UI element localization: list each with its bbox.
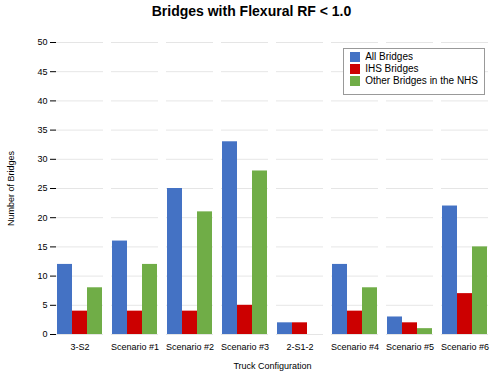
svg-text:Number of Bridges: Number of Bridges (6, 150, 16, 226)
svg-text:40: 40 (37, 96, 47, 106)
html-text:Bridges with Flexural RF < 1.0: Bridges with Flexural RF < 1.0 (151, 3, 352, 19)
svg-text:25: 25 (37, 183, 47, 193)
svg-text:0: 0 (42, 329, 47, 339)
svg-text:50: 50 (37, 37, 47, 47)
svg-text:35: 35 (37, 125, 47, 135)
svg-text:Scenario #2: Scenario #2 (166, 342, 214, 352)
svg-text:Truck Configuration: Truck Configuration (233, 361, 311, 371)
svg-text:Scenario #6: Scenario #6 (441, 342, 489, 352)
svg-text:10: 10 (37, 271, 47, 281)
svg-text:15: 15 (37, 242, 47, 252)
svg-text:3-S2: 3-S2 (70, 342, 89, 352)
svg-text:20: 20 (37, 213, 47, 223)
svg-text:Scenario #4: Scenario #4 (331, 342, 379, 352)
svg-text:45: 45 (37, 67, 47, 77)
svg-text:5: 5 (42, 300, 47, 310)
svg-text:Scenario #1: Scenario #1 (111, 342, 159, 352)
svg-text:Scenario #5: Scenario #5 (386, 342, 434, 352)
svg-text:30: 30 (37, 154, 47, 164)
svg-text:2-S1-2: 2-S1-2 (286, 342, 313, 352)
html-text:IHS Bridges: IHS Bridges (365, 63, 419, 74)
html-text:All Bridges: All Bridges (365, 51, 413, 62)
html-text:Other Bridges in the NHS: Other Bridges in the NHS (365, 75, 478, 86)
svg-text:Scenario #3: Scenario #3 (221, 342, 269, 352)
